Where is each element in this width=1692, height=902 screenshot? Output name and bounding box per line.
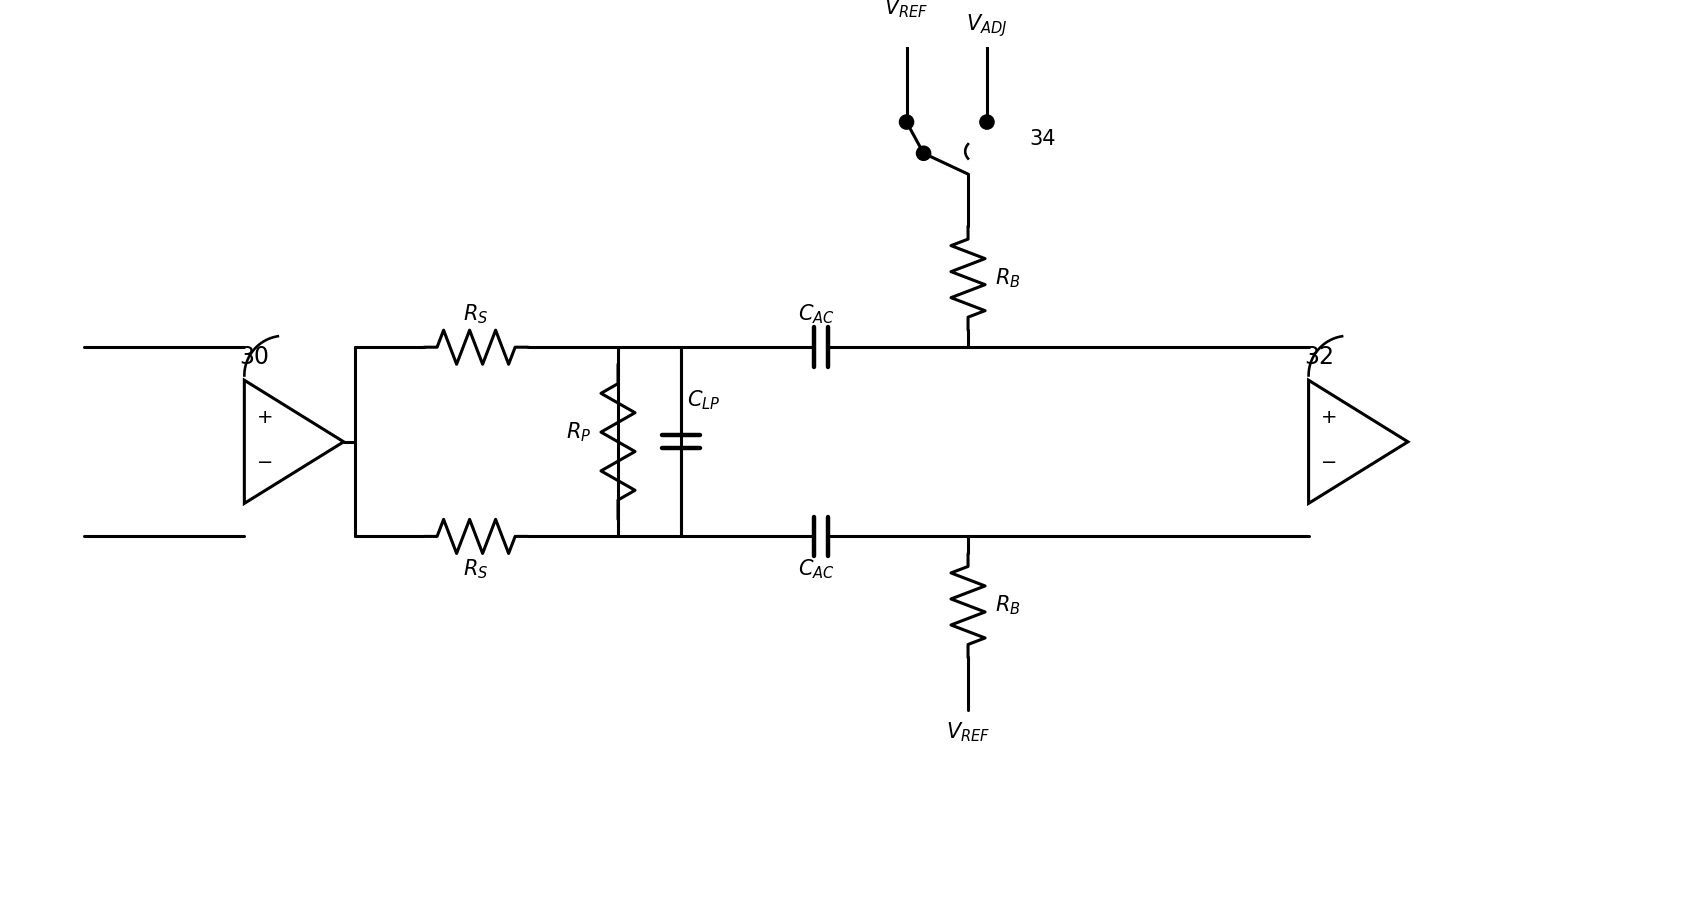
Text: 30: 30	[240, 345, 269, 369]
Text: −: −	[257, 453, 274, 472]
Text: $C_{AC}$: $C_{AC}$	[799, 303, 836, 327]
Circle shape	[980, 115, 993, 129]
Text: +: +	[257, 408, 274, 427]
Text: $R_P$: $R_P$	[567, 420, 592, 444]
Text: $R_S$: $R_S$	[464, 303, 489, 327]
Text: $R_S$: $R_S$	[464, 557, 489, 581]
Text: 34: 34	[1029, 129, 1056, 149]
Text: $R_B$: $R_B$	[995, 266, 1020, 290]
Text: $V_{REF}$: $V_{REF}$	[885, 0, 929, 20]
Text: 32: 32	[1305, 345, 1333, 369]
Text: +: +	[1321, 408, 1338, 427]
Text: $C_{LP}$: $C_{LP}$	[687, 388, 721, 411]
Text: $C_{AC}$: $C_{AC}$	[799, 557, 836, 581]
Text: −: −	[1321, 453, 1338, 472]
Text: $V_{ADJ}$: $V_{ADJ}$	[966, 12, 1008, 39]
Text: $V_{REF}$: $V_{REF}$	[946, 721, 990, 744]
Circle shape	[900, 115, 914, 129]
Text: $R_B$: $R_B$	[995, 594, 1020, 617]
Circle shape	[917, 146, 931, 161]
